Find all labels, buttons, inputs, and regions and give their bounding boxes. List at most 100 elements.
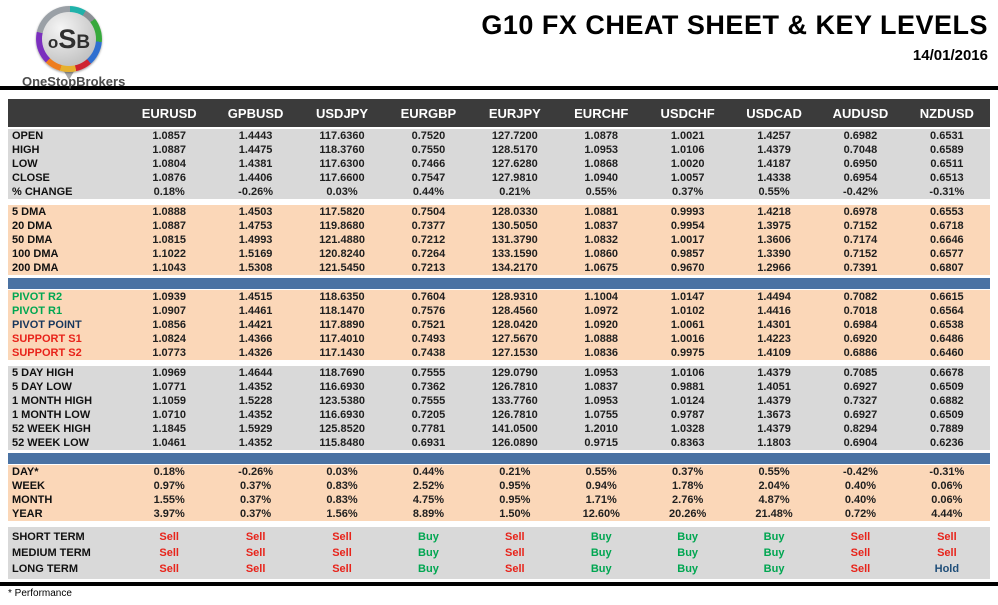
column-header-eurjpy: EURJPY <box>488 105 541 121</box>
logo-color-ring: oSB <box>36 6 102 72</box>
value-cell: 0.6927 <box>843 381 878 393</box>
value-cell: 1.1022 <box>152 248 187 260</box>
row-label: 1 MONTH HIGH <box>12 395 93 407</box>
value-cell: 1.0939 <box>152 291 187 303</box>
value-cell: 1.0061 <box>670 319 705 331</box>
value-cell: 12.60% <box>582 508 620 520</box>
value-cell: 0.7576 <box>411 305 446 317</box>
value-cell: 1.0328 <box>670 423 705 435</box>
value-cell: 0.03% <box>326 466 358 478</box>
value-cell: 1.0969 <box>152 367 187 379</box>
value-cell: 1.1059 <box>152 395 187 407</box>
signal-cell: Buy <box>677 547 699 559</box>
value-cell: 0.44% <box>412 466 445 478</box>
value-cell: 0.55% <box>585 466 617 478</box>
value-cell: 0.7547 <box>411 172 446 184</box>
value-cell: 0.6978 <box>843 206 878 218</box>
value-cell: 0.83% <box>326 494 358 506</box>
table-row: 20 DMA 1.0887 1.4753 119.8680 0.7377 130.5050… <box>8 219 990 233</box>
value-cell: 129.0790 <box>491 367 538 379</box>
signal-cell: Buy <box>763 547 785 559</box>
value-cell: 121.4880 <box>319 234 365 246</box>
table-row: 5 DAY LOW 1.0771 1.4352 116.6930 0.7362 126.7… <box>8 380 990 394</box>
value-cell: 0.21% <box>499 466 531 478</box>
value-cell: 0.6564 <box>930 305 964 317</box>
page-title: G10 FX CHEAT SHEET & KEY LEVELS <box>481 10 988 40</box>
table-row: CLOSE 1.0876 1.4406 117.6600 0.7547 127.9810 1… <box>8 171 990 185</box>
value-cell: 0.6553 <box>930 206 964 218</box>
footer-divider-rule <box>0 582 998 586</box>
value-cell: 0.55% <box>758 186 790 198</box>
value-cell: 21.48% <box>755 508 793 520</box>
value-cell: 1.4338 <box>757 172 791 184</box>
value-cell: 1.0815 <box>152 234 187 246</box>
value-cell: 117.1430 <box>319 347 365 359</box>
row-label: SHORT TERM <box>12 531 85 543</box>
value-cell: 1.3975 <box>757 220 791 232</box>
value-cell: 1.4301 <box>757 319 791 331</box>
row-label: 52 WEEK HIGH <box>12 423 91 435</box>
signal-cell: Buy <box>590 531 612 543</box>
value-cell: 0.7604 <box>411 291 446 303</box>
signal-cell: Sell <box>505 547 525 559</box>
value-cell: 0.9881 <box>670 381 705 393</box>
value-cell: 1.0972 <box>584 305 619 317</box>
logo-badge: oSB <box>42 12 96 66</box>
value-cell: 0.7082 <box>843 291 878 303</box>
value-cell: 0.7174 <box>843 234 878 246</box>
value-cell: 120.8240 <box>319 248 365 260</box>
value-cell: 1.0953 <box>584 367 619 379</box>
row-label: SUPPORT S1 <box>12 333 82 345</box>
row-label: 200 DMA <box>12 262 59 274</box>
value-cell: 128.0420 <box>491 319 538 331</box>
value-cell: 1.0124 <box>670 395 705 407</box>
value-cell: 0.6920 <box>843 333 878 345</box>
row-label: 1 MONTH LOW <box>12 409 91 421</box>
table-row: 5 DAY HIGH 1.0969 1.4644 118.7690 0.7555 129.… <box>8 366 990 380</box>
value-cell: 1.0888 <box>584 333 619 345</box>
value-cell: 0.7781 <box>411 423 446 435</box>
value-cell: 1.0021 <box>670 130 705 142</box>
value-cell: 128.5170 <box>491 144 538 156</box>
value-cell: 127.5670 <box>491 333 538 345</box>
table-row: 52 WEEK LOW 1.0461 1.4352 115.8480 0.6931 126… <box>8 436 990 450</box>
table-row: MEDIUM TERM Sell Sell Sell Buy Sell Buy Buy Buy S… <box>8 545 990 561</box>
value-cell: 118.1470 <box>319 305 365 317</box>
value-cell: 0.6950 <box>843 158 878 170</box>
column-header-eurgbp: EURGBP <box>400 105 457 121</box>
value-cell: 0.7520 <box>411 130 446 142</box>
value-cell: 1.0920 <box>584 319 619 331</box>
row-label: OPEN <box>12 130 44 142</box>
column-header-audusd: AUDUSD <box>832 105 889 121</box>
value-cell: 1.0940 <box>584 172 619 184</box>
signal-cell: Buy <box>418 563 439 575</box>
value-cell: 0.6904 <box>843 437 878 449</box>
signal-cell: Sell <box>850 531 871 543</box>
logo-letter-s: S <box>58 23 77 54</box>
value-cell: 1.3606 <box>757 234 791 246</box>
value-cell: 1.0868 <box>584 158 619 170</box>
table-row: LONG TERM Sell Sell Sell Buy Sell Buy Buy Buy Sel… <box>8 561 990 577</box>
value-cell: 0.7205 <box>411 409 446 421</box>
value-cell: 1.4218 <box>757 206 791 218</box>
logo-letter-b: B <box>76 31 91 53</box>
value-cell: 1.3673 <box>757 409 791 421</box>
table-row: 1 MONTH HIGH 1.1059 1.5228 123.5380 0.7555 13… <box>8 394 990 408</box>
table-row: SHORT TERM Sell Sell Sell Buy Sell Buy Buy Buy Se… <box>8 529 990 545</box>
performance-footnote: * Performance <box>8 588 72 599</box>
value-cell: 1.5929 <box>238 423 273 435</box>
value-cell: 0.95% <box>499 480 531 492</box>
table-row: 200 DMA 1.1043 1.5308 121.5450 0.7213 134.217… <box>8 261 990 275</box>
value-cell: 1.0057 <box>670 172 705 184</box>
value-cell: 1.1803 <box>757 437 791 449</box>
value-cell: 1.4366 <box>238 333 273 345</box>
signal-cell: Hold <box>934 563 960 575</box>
row-label: DAY* <box>12 466 39 478</box>
value-cell: 1.0881 <box>584 206 619 218</box>
value-cell: 117.4010 <box>319 333 365 345</box>
row-label: PIVOT R1 <box>12 305 63 317</box>
section-pivots: PIVOT R2 1.0939 1.4515 118.6350 0.7604 128.93… <box>8 290 990 360</box>
row-label: SUPPORT S2 <box>12 347 82 359</box>
table-row: % CHANGE 0.18% -0.26% 0.03% 0.44% 0.21% 0.55% 0… <box>8 185 990 199</box>
value-cell: 0.40% <box>844 494 877 506</box>
